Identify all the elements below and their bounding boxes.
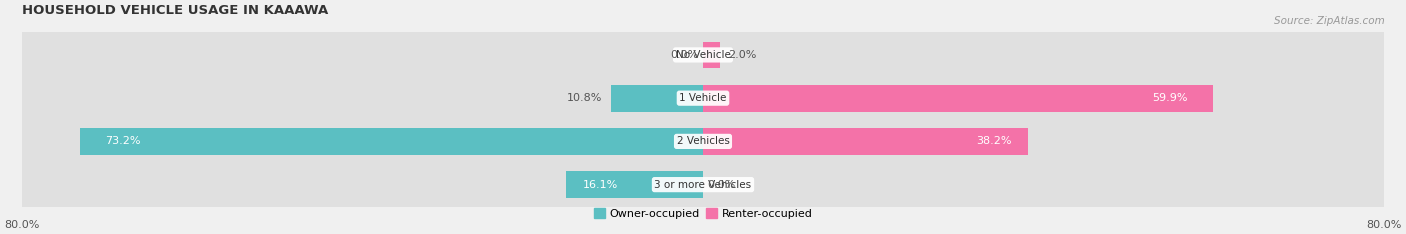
Legend: Owner-occupied, Renter-occupied: Owner-occupied, Renter-occupied: [589, 204, 817, 223]
Text: 0.0%: 0.0%: [707, 180, 735, 190]
Bar: [22, 75, 1384, 121]
Text: HOUSEHOLD VEHICLE USAGE IN KAAAWA: HOUSEHOLD VEHICLE USAGE IN KAAAWA: [22, 4, 328, 17]
Bar: [567, 171, 703, 198]
Text: 10.8%: 10.8%: [567, 93, 603, 103]
Text: 3 or more Vehicles: 3 or more Vehicles: [654, 180, 752, 190]
Text: 38.2%: 38.2%: [976, 136, 1011, 146]
Text: 16.1%: 16.1%: [583, 180, 619, 190]
Text: 73.2%: 73.2%: [105, 136, 141, 146]
Bar: [612, 85, 703, 112]
Text: No Vehicle: No Vehicle: [675, 50, 731, 60]
Text: 1 Vehicle: 1 Vehicle: [679, 93, 727, 103]
Bar: [703, 128, 1028, 155]
Text: 2.0%: 2.0%: [728, 50, 756, 60]
Bar: [703, 41, 720, 68]
Bar: [22, 32, 1384, 78]
Text: Source: ZipAtlas.com: Source: ZipAtlas.com: [1274, 16, 1385, 26]
Bar: [703, 85, 1213, 112]
Text: 59.9%: 59.9%: [1152, 93, 1188, 103]
Text: 0.0%: 0.0%: [671, 50, 699, 60]
Bar: [80, 128, 703, 155]
Text: 2 Vehicles: 2 Vehicles: [676, 136, 730, 146]
Bar: [22, 119, 1384, 164]
Bar: [22, 162, 1384, 207]
